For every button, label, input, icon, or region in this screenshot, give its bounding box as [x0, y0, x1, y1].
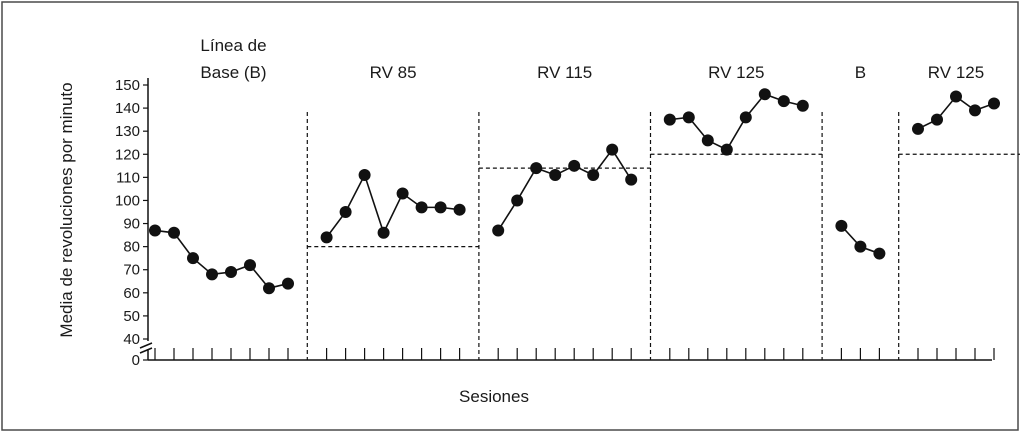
phase-label: Base (B)	[200, 63, 266, 82]
axis-break-mark	[139, 342, 153, 354]
y-tick-label: 120	[115, 146, 140, 163]
data-point	[530, 162, 543, 175]
data-point	[912, 122, 924, 135]
data-point	[854, 240, 867, 253]
y-axis-ticks: 150 140 130 120 110 100 90 80 70 60 50 40 0	[115, 77, 148, 369]
data-point	[434, 201, 447, 214]
data-point	[777, 95, 790, 108]
data-point	[950, 90, 962, 103]
data-point	[149, 224, 161, 237]
data-point	[568, 159, 581, 172]
data-point	[187, 252, 199, 265]
data-point	[225, 266, 237, 279]
y-tick-label: 140	[115, 100, 140, 117]
data-point	[969, 104, 981, 117]
data-point	[415, 201, 428, 214]
data-point	[453, 203, 466, 216]
data-point	[492, 224, 505, 237]
data-point	[663, 113, 676, 126]
axes	[139, 78, 995, 361]
y-tick-label: 80	[123, 239, 140, 256]
data-point	[931, 113, 943, 126]
data-point	[739, 111, 752, 124]
phase-label: RV 115	[537, 63, 592, 82]
data-point	[282, 277, 294, 290]
y-axis-title: Media de revoluciones por minuto	[57, 82, 76, 337]
y-tick-label: 90	[123, 216, 140, 233]
phase-label: RV 125	[928, 63, 984, 82]
data-point	[168, 226, 180, 239]
y-tick-label: 50	[123, 308, 140, 325]
y-tick-label: 130	[115, 123, 140, 140]
data-series	[149, 88, 1000, 295]
phase-labels: Línea de Base (B) RV 85 RV 115 RV 125 B RV 125	[200, 36, 984, 82]
data-point	[358, 169, 371, 182]
data-point	[701, 134, 714, 147]
data-point	[758, 88, 771, 101]
y-tick-label: 110	[116, 169, 140, 186]
data-point	[244, 259, 256, 272]
data-point	[339, 206, 352, 218]
phase-label: RV 125	[708, 63, 764, 82]
data-point	[606, 143, 619, 156]
data-point	[835, 219, 848, 232]
data-point	[988, 97, 1000, 110]
y-tick-label: 60	[123, 285, 140, 302]
y-tick-label: 70	[123, 262, 140, 279]
y-tick-label: 100	[115, 192, 140, 209]
data-point	[682, 111, 695, 124]
phase-label: B	[855, 63, 866, 82]
y-tick-label: 150	[115, 77, 140, 94]
data-point	[511, 194, 524, 207]
phase-change-lines	[306, 112, 900, 360]
data-point	[206, 268, 218, 281]
data-point	[396, 187, 409, 200]
data-point	[549, 169, 562, 182]
y-tick-label: 40	[123, 331, 140, 348]
data-point	[587, 169, 600, 182]
data-point	[625, 173, 638, 186]
criterion-lines	[307, 153, 1020, 248]
y-tick-label: 0	[132, 352, 140, 369]
data-point	[796, 99, 809, 112]
phase-label: Línea de	[200, 36, 266, 55]
data-point	[873, 247, 886, 260]
phase-label: RV 85	[370, 63, 417, 82]
data-point	[377, 226, 390, 239]
data-point	[263, 282, 275, 295]
data-point	[720, 143, 733, 156]
x-axis-title: Sesiones	[459, 387, 529, 406]
data-point	[320, 231, 333, 244]
